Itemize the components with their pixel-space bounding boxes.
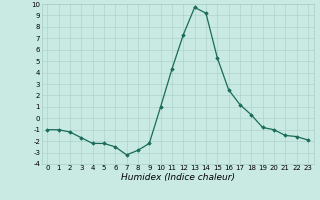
X-axis label: Humidex (Indice chaleur): Humidex (Indice chaleur)	[121, 173, 235, 182]
